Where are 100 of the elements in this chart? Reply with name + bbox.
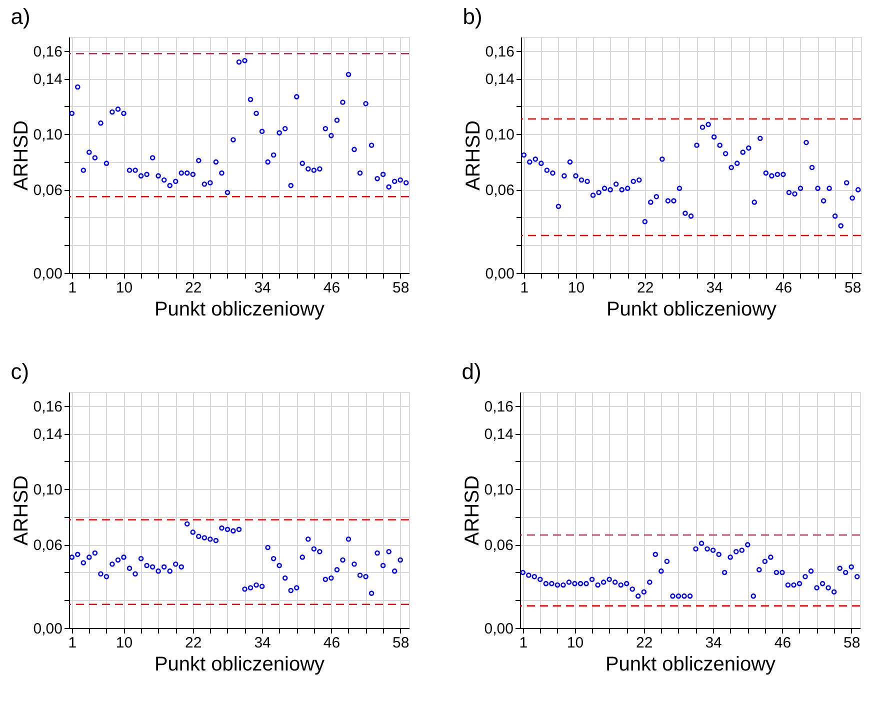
point bbox=[80, 560, 86, 566]
point bbox=[780, 570, 785, 576]
point bbox=[716, 552, 722, 558]
point bbox=[618, 582, 624, 588]
point bbox=[733, 549, 739, 554]
x-axis-title: Punkt obliczeniowy bbox=[154, 298, 325, 320]
point bbox=[115, 557, 121, 563]
chart-title: c) bbox=[10, 359, 30, 384]
point bbox=[282, 126, 288, 132]
point bbox=[792, 191, 798, 197]
point bbox=[317, 166, 322, 172]
point bbox=[815, 186, 820, 191]
point bbox=[636, 177, 642, 183]
point bbox=[311, 168, 317, 173]
point bbox=[357, 572, 363, 578]
x-tick-label: 34 bbox=[705, 634, 722, 652]
y-axis-title: ARHSD bbox=[10, 120, 32, 191]
point bbox=[276, 562, 282, 568]
point bbox=[780, 172, 786, 178]
point bbox=[752, 200, 758, 205]
x-tick-label: 22 bbox=[636, 634, 653, 652]
point bbox=[150, 155, 156, 160]
point bbox=[98, 120, 104, 126]
point bbox=[132, 571, 138, 577]
point bbox=[190, 530, 196, 535]
point bbox=[566, 580, 572, 585]
x-tick-label: 22 bbox=[185, 280, 202, 296]
point bbox=[254, 582, 259, 588]
point bbox=[328, 132, 334, 138]
point bbox=[132, 168, 138, 173]
point bbox=[219, 170, 224, 176]
x-tick-label: 1 bbox=[68, 634, 77, 652]
point bbox=[521, 152, 527, 158]
x-tick-label: 10 bbox=[566, 634, 584, 652]
y-axis-title: ARHSD bbox=[462, 120, 484, 191]
point bbox=[809, 164, 815, 170]
point bbox=[652, 552, 658, 558]
point bbox=[854, 574, 860, 580]
point bbox=[786, 190, 792, 196]
y-tick-label: 0,10 bbox=[33, 482, 62, 499]
point bbox=[837, 566, 842, 571]
point bbox=[126, 566, 132, 571]
x-tick-label: 22 bbox=[637, 280, 654, 296]
point bbox=[288, 182, 294, 188]
point bbox=[687, 593, 693, 599]
point bbox=[121, 110, 126, 116]
y-tick-label: 0,14 bbox=[485, 71, 514, 88]
point bbox=[259, 584, 265, 589]
point bbox=[746, 145, 752, 151]
point bbox=[236, 59, 242, 65]
point bbox=[300, 554, 306, 560]
point bbox=[74, 84, 80, 90]
point bbox=[202, 535, 208, 540]
point bbox=[820, 198, 826, 204]
point bbox=[700, 124, 706, 130]
chart-title: a) bbox=[10, 4, 30, 29]
point bbox=[230, 528, 236, 534]
y-tick-label: 0,06 bbox=[33, 182, 62, 200]
point bbox=[578, 580, 584, 586]
point bbox=[86, 150, 92, 155]
point bbox=[756, 567, 762, 572]
point bbox=[608, 187, 613, 192]
point bbox=[178, 564, 184, 570]
point bbox=[660, 156, 665, 162]
point bbox=[392, 568, 398, 574]
point bbox=[554, 582, 560, 588]
point bbox=[826, 585, 831, 590]
point bbox=[630, 586, 636, 592]
point bbox=[624, 186, 630, 191]
point bbox=[104, 160, 110, 166]
x-tick-label: 10 bbox=[116, 634, 133, 652]
point bbox=[202, 182, 208, 187]
point bbox=[374, 550, 380, 556]
x-tick-label: 58 bbox=[392, 634, 410, 652]
point bbox=[294, 585, 300, 590]
point bbox=[671, 198, 676, 204]
point bbox=[544, 168, 550, 173]
point bbox=[763, 170, 769, 176]
point bbox=[550, 170, 556, 176]
point bbox=[549, 580, 554, 586]
point bbox=[126, 168, 132, 173]
point bbox=[855, 187, 861, 192]
point bbox=[213, 538, 219, 544]
point bbox=[526, 159, 532, 165]
point bbox=[589, 576, 595, 582]
point bbox=[184, 170, 190, 176]
point bbox=[676, 593, 682, 599]
point bbox=[144, 562, 150, 568]
chart-title: b) bbox=[462, 4, 482, 29]
point bbox=[115, 106, 121, 112]
point bbox=[630, 178, 636, 184]
point bbox=[352, 146, 357, 152]
point bbox=[156, 173, 161, 178]
point bbox=[242, 58, 248, 64]
point bbox=[172, 561, 178, 567]
point bbox=[693, 546, 698, 552]
point bbox=[92, 155, 98, 160]
y-tick-label: 0,00 bbox=[33, 620, 62, 638]
y-tick-label: 0,06 bbox=[33, 537, 62, 554]
point bbox=[311, 546, 317, 552]
